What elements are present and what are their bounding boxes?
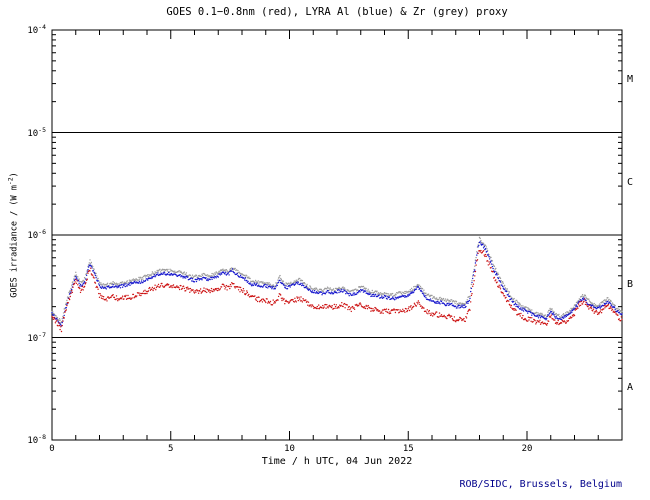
series-dots-2 xyxy=(51,249,623,333)
y-axis-title-close: ) xyxy=(9,172,20,178)
series-dots-1 xyxy=(51,241,623,327)
y-tick-label: 10-7 xyxy=(27,330,46,344)
flare-class-label-b: B xyxy=(627,279,634,291)
x-tick-label: 20 xyxy=(521,444,533,454)
credit-text: ROB/SIDC, Brussels, Belgium xyxy=(459,479,622,490)
y-axis-title-text: GOES irradiance / (W m xyxy=(9,185,20,298)
y-tick-label: 10-4 xyxy=(27,23,46,36)
y-tick-label: 10-8 xyxy=(27,433,46,446)
x-tick-label: 15 xyxy=(402,444,414,454)
x-tick-label: 5 xyxy=(168,444,174,454)
x-tick-label: 10 xyxy=(284,444,295,454)
y-axis-title-exponent: -2 xyxy=(6,177,15,186)
chart-title: GOES 0.1−0.8nm (red), LYRA Al (blue) & Z… xyxy=(166,6,508,18)
flare-class-label-c: C xyxy=(627,176,634,188)
series-dots-0 xyxy=(51,236,623,324)
flare-class-label-m: M xyxy=(627,74,634,86)
x-axis-title: Time / h UTC, 04 Jun 2022 xyxy=(261,456,413,467)
y-tick-label: 10-6 xyxy=(27,228,46,241)
x-tick-label: 0 xyxy=(49,444,55,454)
flare-class-label-a: A xyxy=(627,381,634,393)
y-tick-label: 10-5 xyxy=(27,125,46,139)
